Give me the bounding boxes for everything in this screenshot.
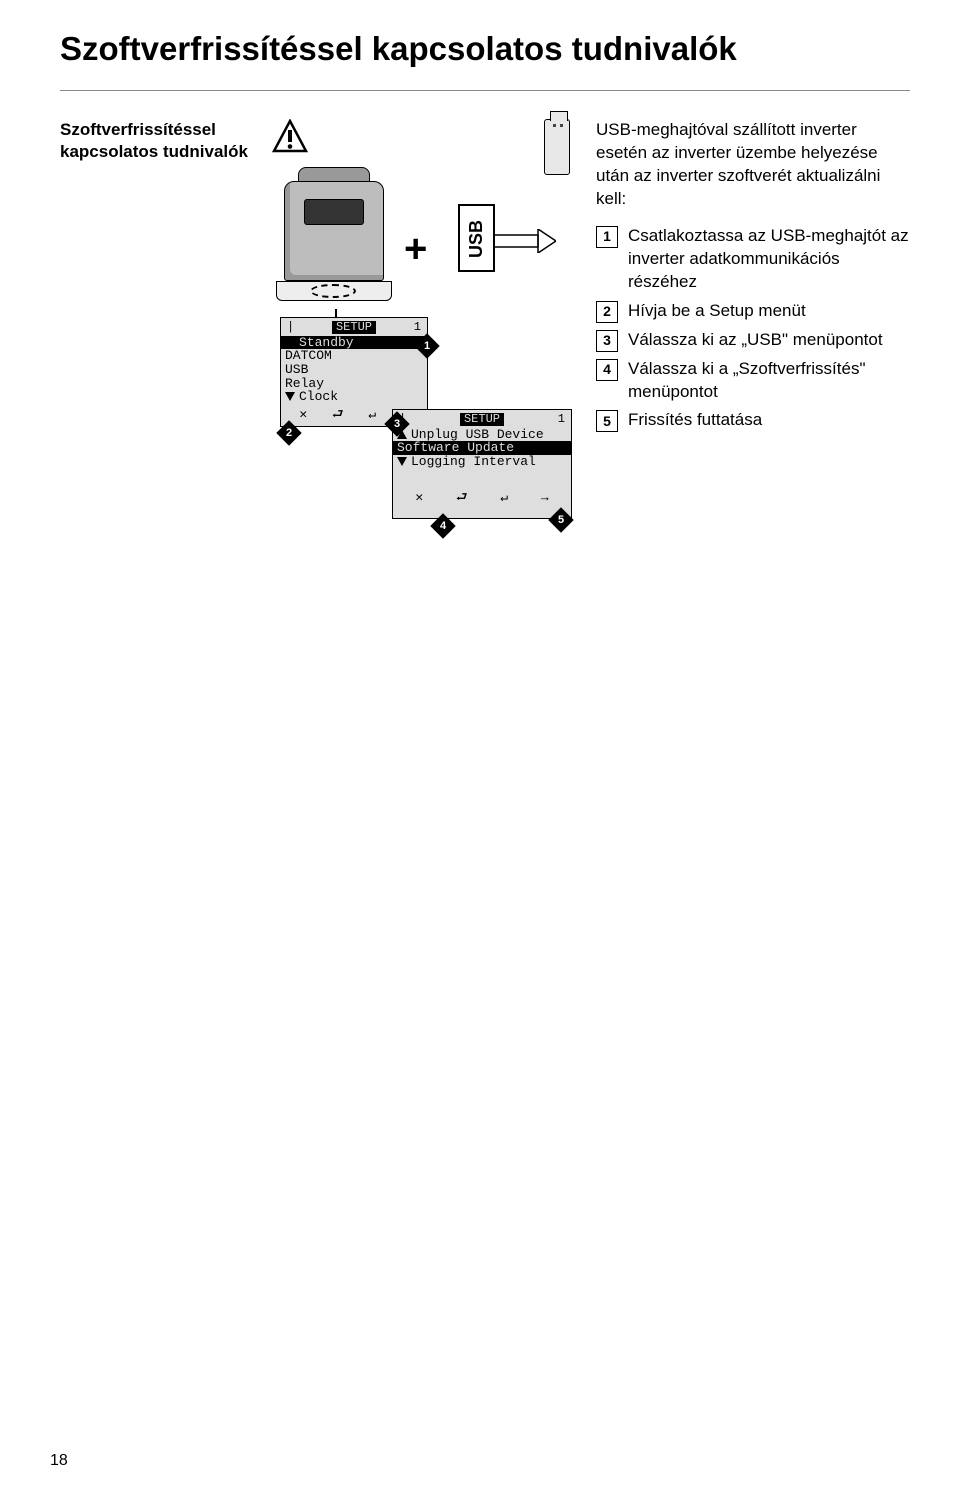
step-text: Csatlakoztassa az USB-meghajtót az inver… — [628, 225, 910, 294]
usb-stick-icon — [544, 119, 570, 175]
arrow-right-icon — [494, 229, 556, 253]
intro-text: USB-meghajtóval szállított inverter eset… — [596, 119, 910, 211]
lcd1-row: Relay — [281, 377, 427, 391]
triangle-down-icon — [397, 457, 407, 466]
list-item: 2 Hívja be a Setup menüt — [596, 300, 910, 323]
step-number: 4 — [596, 359, 618, 381]
lcd2-nav-icons: ✕⮐↵→ — [393, 487, 571, 507]
lcd2-title: SETUP — [460, 413, 504, 426]
usb-vertical-label: USB — [458, 204, 495, 272]
step-text: Frissítés futtatása — [628, 409, 910, 432]
list-item: 5 Frissítés futtatása — [596, 409, 910, 432]
list-item: 1 Csatlakoztassa az USB-meghajtót az inve… — [596, 225, 910, 294]
lcd2-row: Software Update — [393, 441, 571, 455]
lcd2-row: Unplug USB Device — [393, 428, 571, 442]
text-column: USB-meghajtóval szállított inverter eset… — [596, 119, 910, 529]
list-item: 3 Válassza ki az „USB" menüpontot — [596, 329, 910, 352]
step-number: 2 — [596, 301, 618, 323]
step-text: Válassza ki az „USB" menüpontot — [628, 329, 910, 352]
step-number: 5 — [596, 410, 618, 432]
step-text: Válassza ki a „Szoftverfrissítés" menüpo… — [628, 358, 910, 404]
list-item: 4 Válassza ki a „Szoftverfrissítés" menüp… — [596, 358, 910, 404]
step-text: Hívja be a Setup menüt — [628, 300, 910, 323]
figure-column: + USB | SETUP 1 Standby DATCOM USB Relay… — [268, 119, 578, 529]
steps-list: 1 Csatlakoztassa az USB-meghajtót az inve… — [596, 225, 910, 433]
lcd1-row: Clock — [281, 390, 427, 404]
lcd1-right: 1 — [414, 321, 421, 334]
lcd1-row: Standby — [281, 336, 427, 350]
plus-icon: + — [404, 227, 427, 272]
lcd1-row: USB — [281, 363, 427, 377]
lcd1-title: SETUP — [332, 321, 376, 334]
warning-icon — [272, 119, 308, 155]
step-number: 1 — [596, 226, 618, 248]
triangle-up-icon — [285, 338, 295, 347]
lcd2-row: Logging Interval — [393, 455, 571, 469]
left-section-label: Szoftverfrissítéssel kapcsolatos tudniva… — [60, 119, 250, 529]
page-title: Szoftverfrissítéssel kapcsolatos tudniva… — [60, 30, 910, 91]
lcd1-row: DATCOM — [281, 349, 427, 363]
triangle-down-icon — [285, 392, 295, 401]
step-number: 3 — [596, 330, 618, 352]
lcd-screen-usb: | SETUP 1 Unplug USB Device Software Upd… — [392, 409, 572, 519]
illustration: + USB | SETUP 1 Standby DATCOM USB Relay… — [268, 119, 578, 529]
lcd1-left: | — [287, 321, 294, 334]
inverter-device — [274, 159, 394, 309]
page-number: 18 — [50, 1452, 68, 1470]
main-columns: Szoftverfrissítéssel kapcsolatos tudniva… — [60, 119, 910, 529]
lcd2-right: 1 — [558, 413, 565, 426]
